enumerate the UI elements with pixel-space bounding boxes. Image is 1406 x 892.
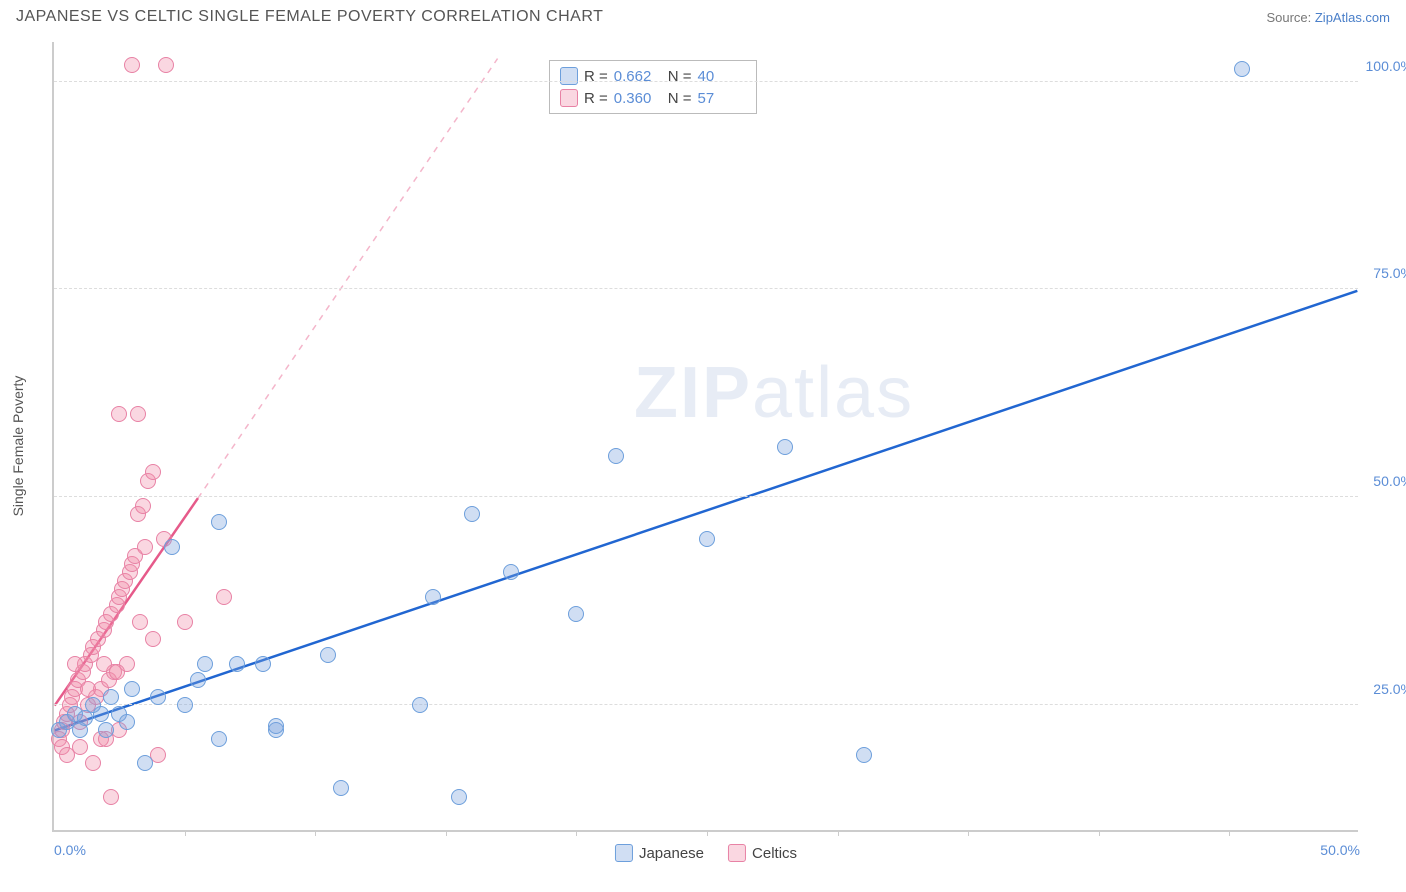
gridline xyxy=(54,288,1358,289)
data-point xyxy=(103,789,119,805)
data-point xyxy=(130,406,146,422)
legend-r-value: 0.360 xyxy=(614,90,662,107)
x-tick-mark xyxy=(1229,830,1230,836)
gridline xyxy=(54,496,1358,497)
data-point xyxy=(145,631,161,647)
data-point xyxy=(137,539,153,555)
legend-series-label: Japanese xyxy=(639,845,704,862)
data-point xyxy=(464,506,480,522)
data-point xyxy=(777,439,793,455)
legend-item: Celtics xyxy=(728,844,797,862)
data-point xyxy=(425,589,441,605)
x-tick-mark xyxy=(1099,830,1100,836)
x-tick-mark xyxy=(576,830,577,836)
y-tick-label: 75.0% xyxy=(1373,265,1406,281)
data-point xyxy=(85,755,101,771)
data-point xyxy=(699,531,715,547)
legend-series-label: Celtics xyxy=(752,845,797,862)
source-link[interactable]: ZipAtlas.com xyxy=(1315,10,1390,25)
data-point xyxy=(268,718,284,734)
data-point xyxy=(177,614,193,630)
data-point xyxy=(211,731,227,747)
series-legend: Japanese Celtics xyxy=(615,844,797,862)
legend-n-label: N = xyxy=(668,68,692,85)
x-tick-label: 0.0% xyxy=(54,842,86,858)
data-point xyxy=(124,681,140,697)
x-tick-mark xyxy=(446,830,447,836)
chart-title: JAPANESE VS CELTIC SINGLE FEMALE POVERTY… xyxy=(16,8,603,26)
data-point xyxy=(111,406,127,422)
data-point xyxy=(412,697,428,713)
data-point xyxy=(103,689,119,705)
legend-row: R = 0.360 N = 57 xyxy=(560,87,746,109)
legend-swatch xyxy=(560,89,578,107)
gridline xyxy=(54,704,1358,705)
legend-item: Japanese xyxy=(615,844,704,862)
data-point xyxy=(333,780,349,796)
data-point xyxy=(229,656,245,672)
data-point xyxy=(145,464,161,480)
legend-swatch xyxy=(560,67,578,85)
data-point xyxy=(255,656,271,672)
data-point xyxy=(320,647,336,663)
source-attribution: Source: ZipAtlas.com xyxy=(1266,10,1390,25)
source-prefix: Source: xyxy=(1266,10,1314,25)
legend-n-value: 40 xyxy=(698,68,746,85)
trend-lines-layer xyxy=(54,42,1358,830)
y-axis-label: Single Female Poverty xyxy=(10,376,26,517)
data-point xyxy=(93,706,109,722)
data-point xyxy=(190,672,206,688)
legend-row: R = 0.662 N = 40 xyxy=(560,65,746,87)
x-tick-mark xyxy=(968,830,969,836)
data-point xyxy=(164,539,180,555)
trend-line xyxy=(55,291,1358,731)
data-point xyxy=(109,664,125,680)
data-point xyxy=(608,448,624,464)
data-point xyxy=(119,714,135,730)
legend-r-value: 0.662 xyxy=(614,68,662,85)
x-tick-mark xyxy=(315,830,316,836)
data-point xyxy=(856,747,872,763)
data-point xyxy=(158,57,174,73)
x-tick-label: 50.0% xyxy=(1320,842,1360,858)
chart-header: JAPANESE VS CELTIC SINGLE FEMALE POVERTY… xyxy=(0,0,1406,30)
legend-n-value: 57 xyxy=(698,90,746,107)
legend-r-label: R = xyxy=(584,68,608,85)
x-tick-mark xyxy=(185,830,186,836)
data-point xyxy=(137,755,153,771)
scatter-chart: ZIPatlas R =0.662N =40R =0.360N =57 Japa… xyxy=(52,42,1358,832)
data-point xyxy=(568,606,584,622)
y-tick-label: 25.0% xyxy=(1373,681,1406,697)
gridline xyxy=(54,81,1358,82)
y-tick-label: 100.0% xyxy=(1366,58,1406,74)
data-point xyxy=(216,589,232,605)
legend-swatch xyxy=(615,844,633,862)
data-point xyxy=(72,739,88,755)
data-point xyxy=(67,656,83,672)
x-tick-mark xyxy=(707,830,708,836)
data-point xyxy=(503,564,519,580)
legend-r-label: R = xyxy=(584,90,608,107)
data-point xyxy=(124,57,140,73)
data-point xyxy=(177,697,193,713)
data-point xyxy=(98,722,114,738)
data-point xyxy=(211,514,227,530)
data-point xyxy=(135,498,151,514)
data-point xyxy=(197,656,213,672)
data-point xyxy=(451,789,467,805)
data-point xyxy=(80,681,96,697)
legend-n-label: N = xyxy=(668,90,692,107)
data-point xyxy=(132,614,148,630)
data-point xyxy=(150,689,166,705)
correlation-legend: R = 0.662 N = 40 R = 0.360 N = 57 xyxy=(549,60,757,114)
legend-swatch xyxy=(728,844,746,862)
data-point xyxy=(1234,61,1250,77)
trend-line xyxy=(198,59,498,499)
x-tick-mark xyxy=(838,830,839,836)
y-tick-label: 50.0% xyxy=(1373,473,1406,489)
